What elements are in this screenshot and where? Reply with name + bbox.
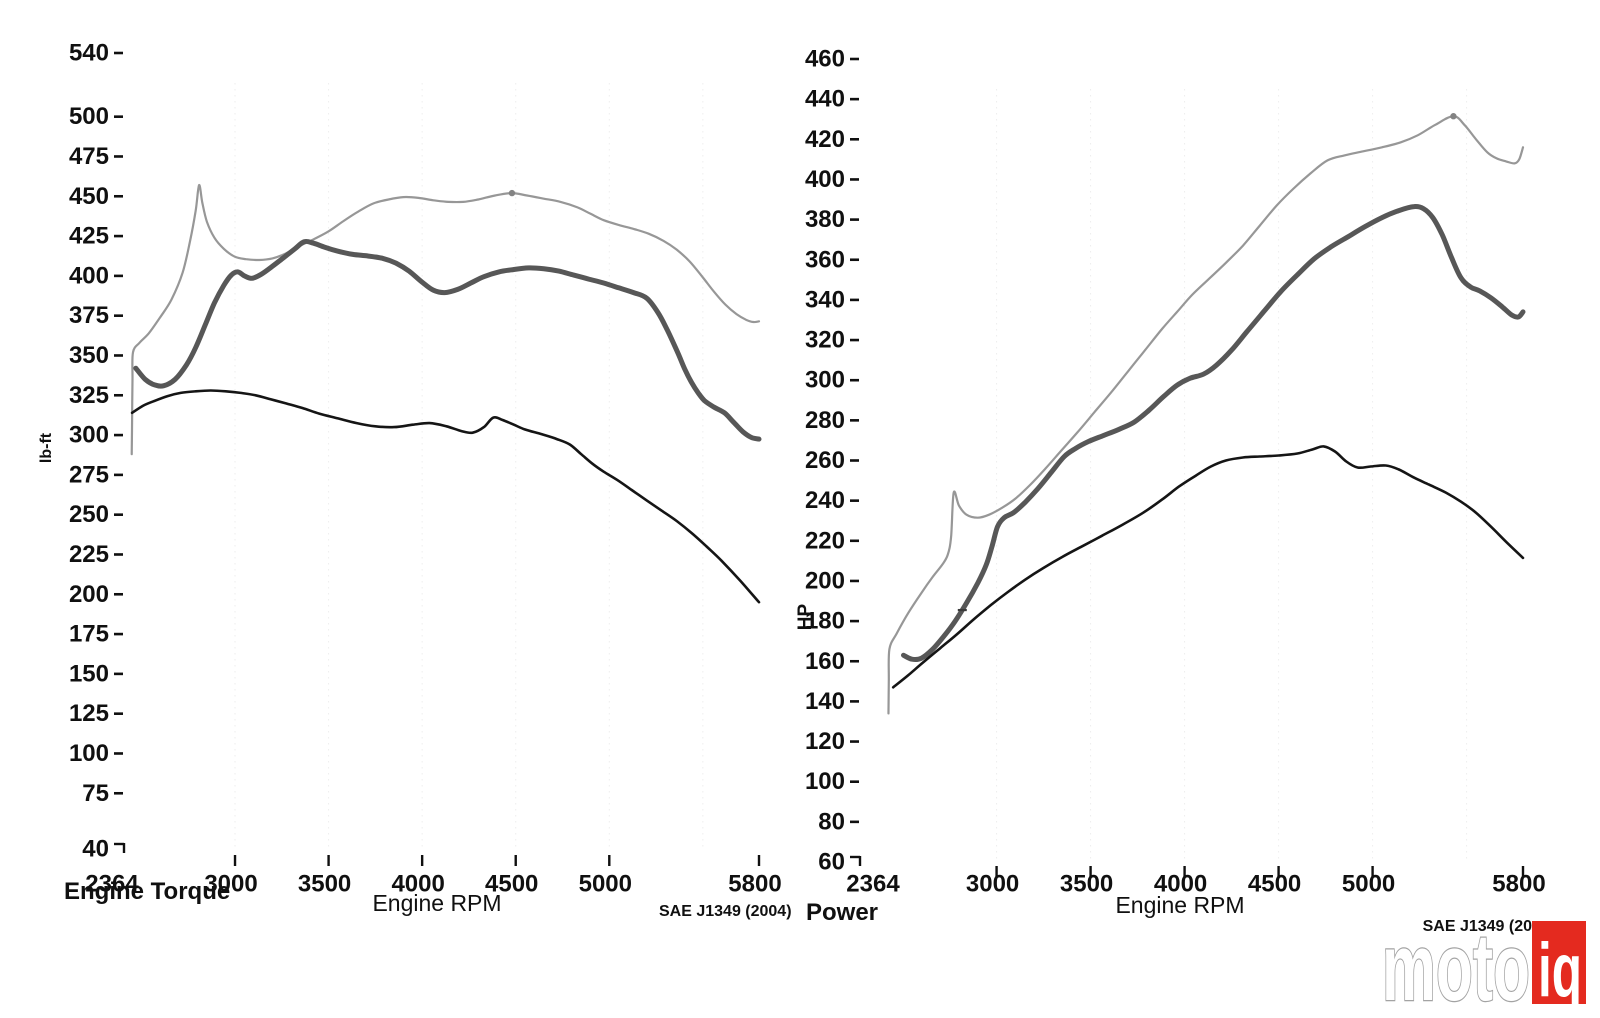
y-tick-label: 280 [805, 407, 845, 434]
x-tick-label: 3000 [966, 871, 1019, 898]
x-tick-label: 2364 [846, 871, 900, 898]
x-tick-label: 4500 [485, 871, 538, 898]
y-tick-label: 460 [805, 46, 845, 73]
y-tick-label: 140 [805, 688, 845, 715]
motoiq-logo: moto iq [1381, 918, 1586, 1018]
x-tick-label: 5000 [1342, 871, 1395, 898]
x-tick-label: 5000 [579, 871, 632, 898]
y-tick-label: 40 [82, 836, 109, 863]
series-peak-marker [508, 189, 516, 197]
y-tick-label: 225 [69, 541, 109, 568]
y-tick-label: 100 [805, 768, 845, 795]
y-axis-ticks: 40 75 100 125 150 175 200 225 250 275 300 325 350 375… [69, 40, 126, 863]
y-tick-label: 340 [805, 286, 845, 313]
torque-y-axis-title: lb-ft [38, 432, 55, 464]
y-tick-label: 240 [805, 487, 845, 514]
y-tick-label: 400 [69, 262, 109, 289]
y-axis-ticks: 60 80 100 120 140 160 180 200 220 240 260 280 300 320… [805, 46, 862, 876]
x-tick-label: 5800 [1492, 871, 1545, 898]
power-y-axis-title: HP [795, 603, 816, 631]
y-tick-label: 220 [805, 527, 845, 554]
y-tick-label: 360 [805, 246, 845, 273]
series-light-gray-thin-run [130, 183, 761, 456]
x-tick-label: 4000 [1154, 871, 1207, 898]
y-tick-label: 325 [69, 382, 109, 409]
torque-x-axis-title: Engine RPM [372, 890, 502, 916]
series-black-thin-run [891, 445, 1525, 689]
series-black-thin-run [130, 389, 761, 604]
x-tick-label: 2364 [85, 871, 139, 898]
y-tick-label: 425 [69, 223, 109, 250]
torque-sae-footnote: SAE J1349 (2004) [659, 903, 792, 920]
logo-iq-text: iq [1538, 928, 1582, 1013]
chart-torque: 40 75 100 125 150 175 200 225 250 275 300 325 350 375… [69, 40, 782, 898]
series-light-gray-thin-run [887, 115, 1525, 715]
power-chart-title: Power [806, 899, 879, 926]
y-tick-label: 300 [69, 422, 109, 449]
y-tick-label: 200 [805, 567, 845, 594]
chart-power: 60 80 100 120 140 160 180 200 220 240 260 280 300 320… [805, 46, 1546, 898]
y-tick-label: 540 [69, 40, 109, 67]
x-tick-label: 3500 [298, 871, 351, 898]
y-tick-label: 200 [69, 581, 109, 608]
y-tick-label: 475 [69, 143, 109, 170]
y-tick-label: 420 [805, 126, 845, 153]
y-tick-label: 500 [69, 103, 109, 130]
power-sae-footnote: SAE J1349 (20 [1422, 918, 1532, 935]
y-tick-label: 260 [805, 447, 845, 474]
y-tick-label: 300 [805, 367, 845, 394]
series-dark-gray-thick-run [901, 203, 1526, 663]
y-tick-label: 450 [69, 183, 109, 210]
x-tick-label: 4500 [1248, 871, 1301, 898]
y-tick-label: 125 [69, 700, 109, 727]
y-tick-label: 375 [69, 302, 109, 329]
y-tick-label: 100 [69, 740, 109, 767]
power-x-axis-title: Engine RPM [1115, 892, 1245, 918]
y-tick-label: 400 [805, 166, 845, 193]
y-tick-label: 150 [69, 660, 109, 687]
y-tick-label: 440 [805, 86, 845, 113]
y-tick-label: 275 [69, 461, 109, 488]
gridlines [996, 89, 1468, 862]
y-tick-label: 350 [69, 342, 109, 369]
x-tick-label: 3000 [204, 871, 257, 898]
torque-chart-title: Engine Torque [64, 878, 231, 905]
x-tick-label: 3500 [1060, 871, 1113, 898]
y-tick-label: 60 [818, 849, 845, 876]
y-tick-label: 160 [805, 648, 845, 675]
y-tick-label: 180 [805, 608, 845, 635]
y-tick-label: 320 [805, 327, 845, 354]
logo-red-box [1532, 921, 1586, 1004]
series-dark-gray-thick-run [133, 238, 762, 442]
x-axis-ticks: 2364 3000 3500 4000 4500 5000 5800 [85, 855, 782, 898]
y-tick-label: 120 [805, 728, 845, 755]
x-tick-label: 4000 [391, 871, 444, 898]
gridlines [234, 83, 704, 849]
y-tick-label: 250 [69, 501, 109, 528]
y-tick-label: 80 [818, 808, 845, 835]
y-tick-label: 175 [69, 621, 109, 648]
series-peak-marker [1450, 113, 1457, 120]
x-axis-ticks: 2364 3000 3500 4000 4500 5000 5800 [846, 866, 1546, 898]
x-tick-label: 5800 [728, 871, 781, 898]
y-tick-label: 75 [82, 780, 109, 807]
logo-moto-text: moto [1382, 918, 1530, 1018]
y-tick-label: 380 [805, 206, 845, 233]
